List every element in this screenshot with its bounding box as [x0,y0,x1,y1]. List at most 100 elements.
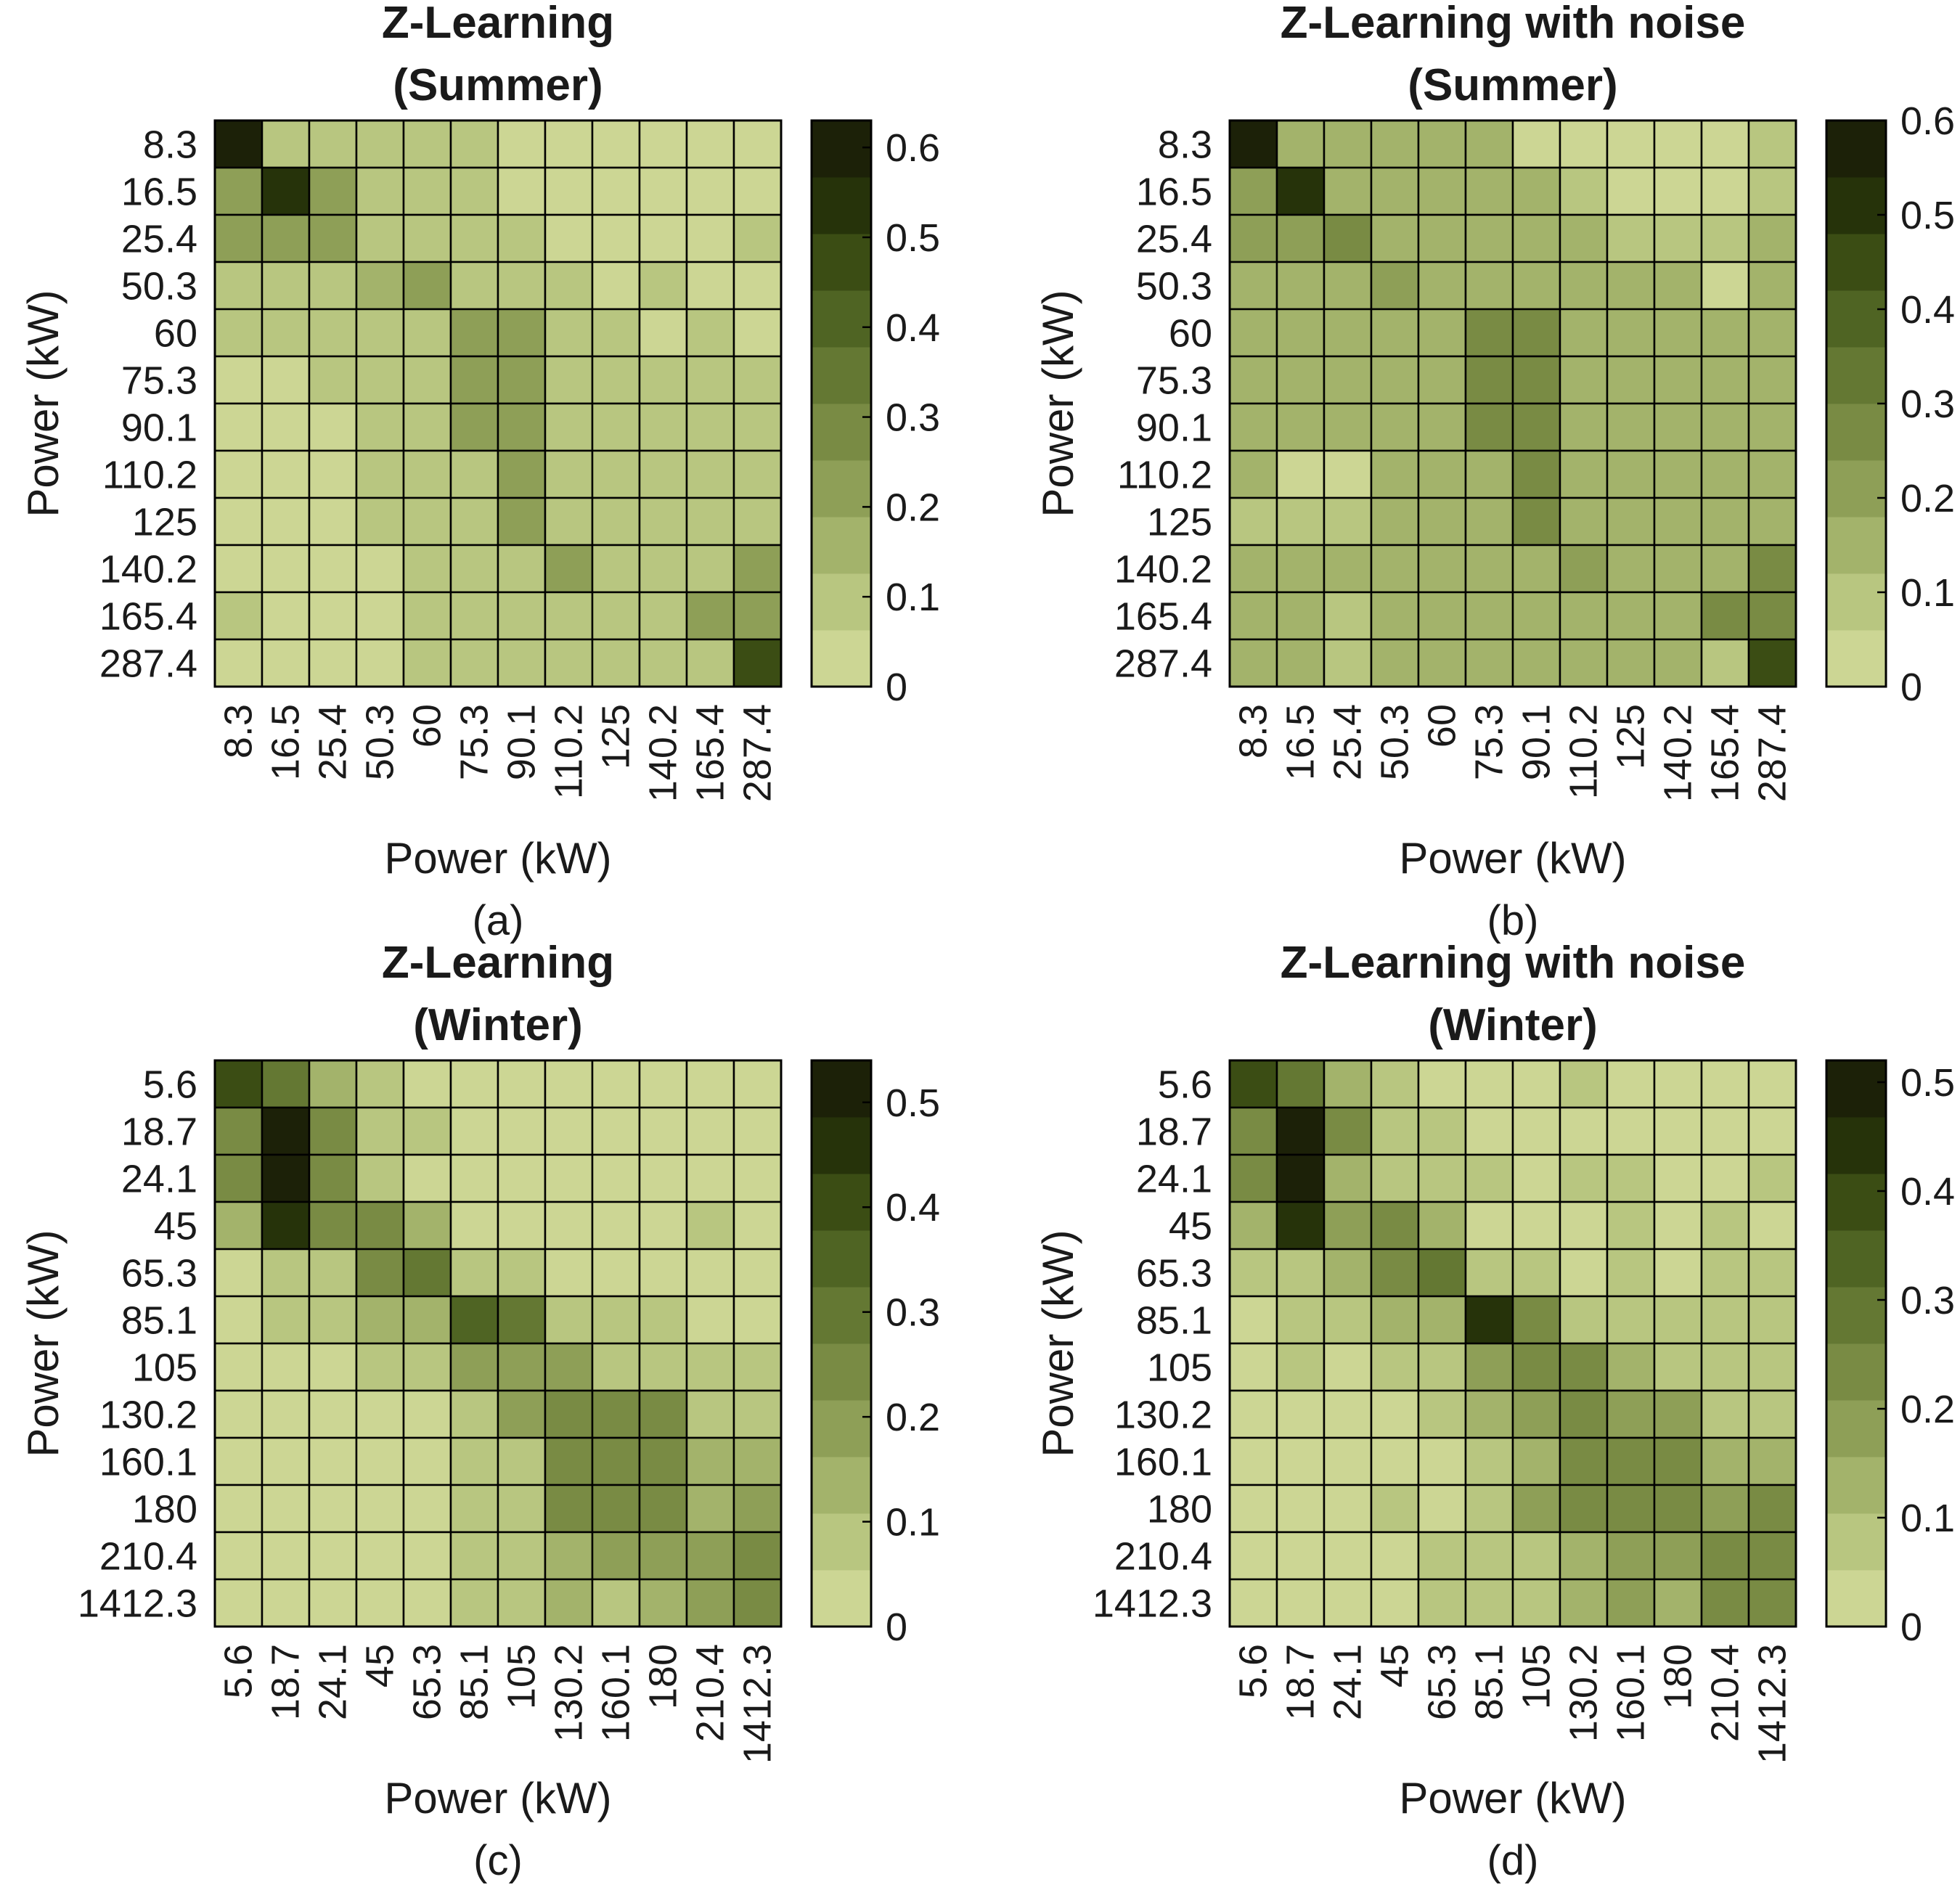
colorbar-band [812,1117,871,1174]
heatmap-cell [1606,1200,1656,1251]
heatmap-cell [1606,213,1656,263]
colorbar-band [1826,1117,1886,1174]
heatmap-cell [732,591,783,641]
heatmap-cell [1747,402,1797,452]
heatmap-cell [1417,1200,1467,1251]
heatmap-cell [591,1389,641,1439]
heatmap-cell [1559,1389,1609,1439]
chart-title-line: (Summer) [393,60,603,110]
heatmap-cell [1275,1578,1326,1628]
heatmap-cell [1700,1578,1750,1628]
plot-frame [1228,119,1797,688]
heatmap-cell [544,1436,594,1486]
x-tick-label: 16.5 [1279,704,1323,780]
x-axis-label: Power (kW) [384,834,611,883]
panel-caption: (d) [1487,1837,1539,1884]
colorbar-tick-label: 0.6 [886,126,940,170]
x-tick-label: 45 [359,1644,402,1688]
y-tick-label: 8.3 [1158,123,1212,167]
heatmap-cell [1417,1106,1467,1156]
heatmap-cell [1700,166,1750,216]
heatmap-cell [1275,1059,1326,1109]
colorbar-tick-label: 0.3 [886,1291,940,1335]
heatmap-cell [213,1106,264,1156]
heatmap-cell [1464,355,1514,405]
heatmap-cell [1275,166,1326,216]
heatmap-cell [1370,166,1420,216]
x-tick-label: 160.1 [1609,1644,1653,1742]
heatmap-cell [685,1059,735,1109]
heatmap-cell [1228,1578,1278,1628]
x-tick-label: 18.7 [1279,1644,1323,1720]
heatmap-cell [497,1389,547,1439]
heatmap-cell [1228,308,1278,358]
heatmap-cell [497,449,547,499]
y-tick-label: 75.3 [1136,359,1212,403]
heatmap-cell [308,1059,358,1109]
heatmap-cell [1606,1106,1656,1156]
heatmap-panel-b: Z-Learning with noise(Summer)8.316.525.4… [1034,0,1955,944]
colorbar-tick-label: 0.1 [886,576,940,619]
heatmap-cell [497,166,547,216]
heatmap-cell [1417,261,1467,311]
colorbar-tick-label: 0.3 [1900,1279,1955,1322]
heatmap-cell [1653,402,1703,452]
heatmap-cell [1323,591,1373,641]
x-tick-label: 180 [642,1644,685,1709]
heatmap-cell [308,1153,358,1203]
heatmap-cell [355,638,405,688]
colorbar-tick-label: 0.4 [1900,1170,1955,1214]
heatmap-cell [1747,1200,1797,1251]
y-tick-label: 130.2 [1114,1394,1212,1437]
heatmap-cell [402,1295,452,1345]
heatmap-cell [1370,1248,1420,1298]
heatmap-cell [1511,449,1561,499]
heatmap-cell [1228,261,1278,311]
colorbar-band [1826,347,1886,404]
colorbar-tick-label: 0.2 [1900,1388,1955,1431]
colorbar-tick-label: 0.4 [1900,288,1955,332]
heatmap-cell [544,402,594,452]
heatmap-cell [449,638,499,688]
heatmap-cell [497,496,547,547]
heatmap-cell [449,119,499,169]
chart-title-line: Z-Learning with noise [1281,938,1746,988]
heatmap-cell [1606,402,1656,452]
heatmap-cell [638,1153,688,1203]
heatmap-cell [497,1295,547,1345]
heatmap-cell [449,449,499,499]
heatmap-cell [1370,1389,1420,1439]
heatmap-cell [1228,1436,1278,1486]
heatmap-cell [1606,166,1656,216]
heatmap-cell [1464,591,1514,641]
heatmap-cell [308,1389,358,1439]
colorbar-tick-label: 0.5 [886,216,940,260]
heatmap-cell [732,1153,783,1203]
colorbar-band [1826,1230,1886,1288]
heatmap-cell [1606,1059,1656,1109]
heatmap-cell [261,1342,311,1392]
heatmap-cell [1511,1200,1561,1251]
heatmap-cell [449,308,499,358]
heatmap-cell [1653,638,1703,688]
heatmap-cell [1559,1578,1609,1628]
heatmap-cell [1700,213,1750,263]
heatmap-cell [638,1295,688,1345]
heatmap-cell [261,1578,311,1628]
heatmap-cell [449,496,499,547]
y-tick-label: 140.2 [1114,548,1212,592]
colorbar-band [1826,1174,1886,1231]
heatmap-cell [685,1153,735,1203]
heatmap-cell [497,1200,547,1251]
heatmap-cell [355,1153,405,1203]
heatmap-cell [591,1342,641,1392]
colorbar-tick-label: 0 [1900,1605,1922,1649]
heatmap-cell [638,261,688,311]
heatmap-cell [1747,1248,1797,1298]
heatmap-cell [685,544,735,594]
heatmap-cell [1275,1342,1326,1392]
heatmap-cell [1370,355,1420,405]
heatmap-cell [355,1578,405,1628]
heatmap-cell [1370,1295,1420,1345]
